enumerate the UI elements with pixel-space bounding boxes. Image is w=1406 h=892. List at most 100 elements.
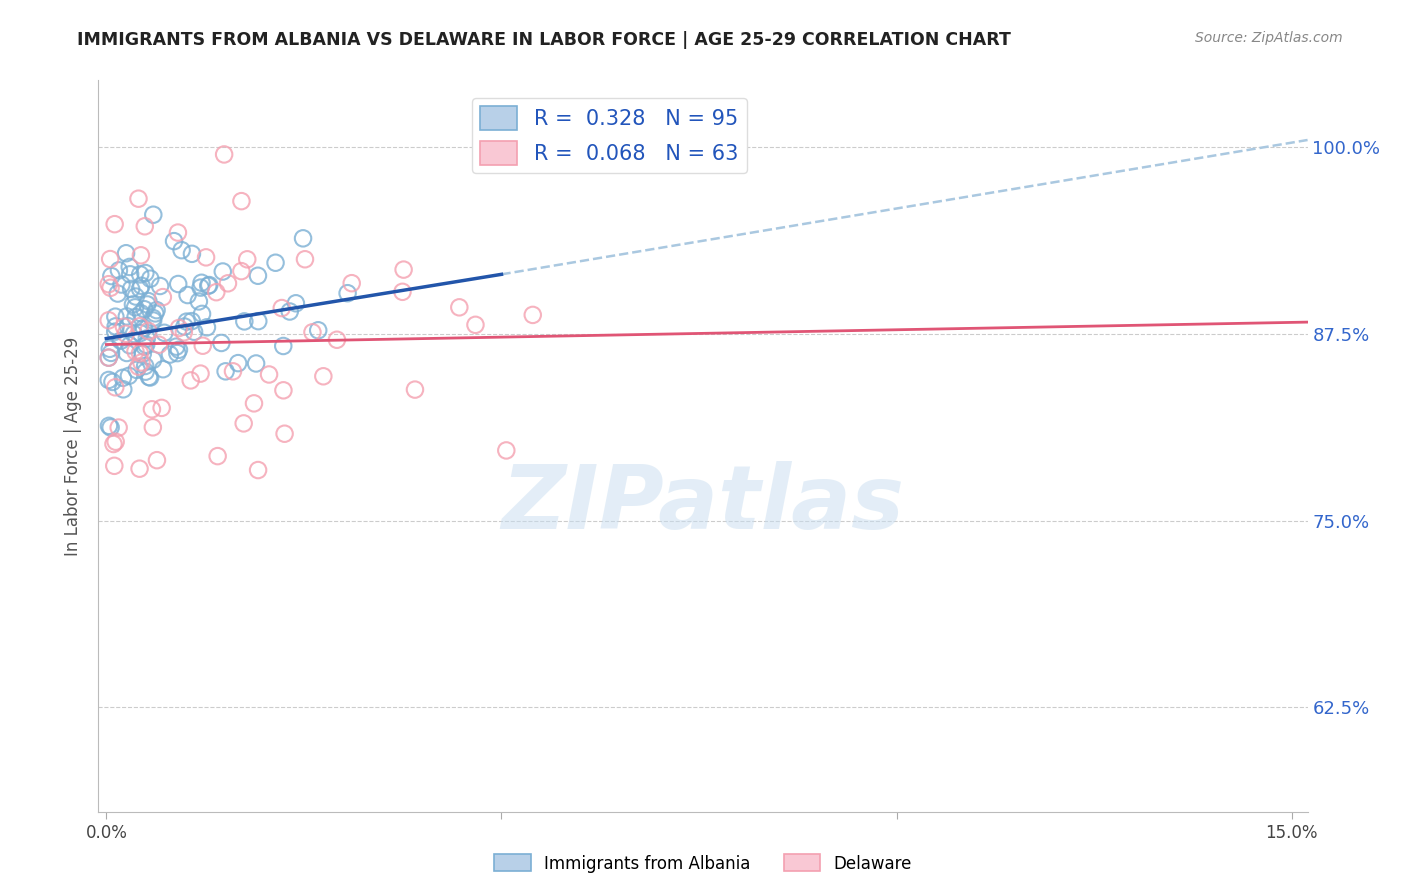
Point xyxy=(142,313,165,327)
Point xyxy=(125,289,148,303)
Point xyxy=(120,268,142,282)
Point xyxy=(187,294,209,309)
Point xyxy=(336,286,359,301)
Point xyxy=(124,310,146,324)
Point xyxy=(142,420,165,434)
Point xyxy=(198,278,221,293)
Point xyxy=(270,301,292,315)
Point xyxy=(522,308,544,322)
Point xyxy=(100,420,122,434)
Point xyxy=(104,319,127,334)
Text: IMMIGRANTS FROM ALBANIA VS DELAWARE IN LABOR FORCE | AGE 25-29 CORRELATION CHART: IMMIGRANTS FROM ALBANIA VS DELAWARE IN L… xyxy=(77,31,1011,49)
Point xyxy=(134,266,156,280)
Point xyxy=(212,147,235,161)
Point xyxy=(165,340,187,354)
Point xyxy=(110,334,132,348)
Point xyxy=(495,443,517,458)
Point xyxy=(115,246,138,260)
Point xyxy=(236,252,259,267)
Point xyxy=(273,426,295,441)
Point xyxy=(190,280,212,294)
Point xyxy=(97,351,120,365)
Point xyxy=(112,382,135,396)
Point xyxy=(139,370,162,384)
Point xyxy=(118,260,141,274)
Point xyxy=(134,339,156,353)
Point xyxy=(246,268,269,283)
Point xyxy=(136,297,159,311)
Point xyxy=(153,326,176,340)
Point xyxy=(292,231,315,245)
Point xyxy=(107,420,129,434)
Point xyxy=(183,325,205,339)
Point xyxy=(118,338,141,352)
Point xyxy=(98,342,121,356)
Point xyxy=(173,319,195,334)
Point xyxy=(205,285,228,300)
Point xyxy=(245,356,267,370)
Point xyxy=(129,248,152,262)
Point xyxy=(301,326,323,340)
Point xyxy=(129,346,152,360)
Point xyxy=(190,276,212,290)
Point xyxy=(118,368,141,383)
Point xyxy=(134,359,156,373)
Point xyxy=(152,290,174,304)
Point xyxy=(214,364,236,378)
Point xyxy=(167,343,190,357)
Point xyxy=(97,277,120,292)
Point xyxy=(143,306,166,320)
Point xyxy=(209,335,232,350)
Point xyxy=(180,314,202,328)
Legend: Immigrants from Albania, Delaware: Immigrants from Albania, Delaware xyxy=(488,847,918,880)
Point xyxy=(128,461,150,475)
Point xyxy=(226,356,249,370)
Point xyxy=(167,321,190,335)
Point xyxy=(97,313,120,327)
Point xyxy=(195,251,218,265)
Point xyxy=(170,243,193,257)
Point xyxy=(110,277,132,292)
Point xyxy=(100,269,122,284)
Y-axis label: In Labor Force | Age 25-29: In Labor Force | Age 25-29 xyxy=(65,336,83,556)
Point xyxy=(247,463,270,477)
Point xyxy=(128,319,150,334)
Point xyxy=(191,339,214,353)
Text: ZIPatlas: ZIPatlas xyxy=(502,461,904,548)
Point xyxy=(115,346,138,360)
Point xyxy=(104,217,127,231)
Point xyxy=(117,318,139,333)
Legend: R =  0.328   N = 95, R =  0.068   N = 63: R = 0.328 N = 95, R = 0.068 N = 63 xyxy=(471,98,747,173)
Point xyxy=(159,347,181,361)
Text: Source: ZipAtlas.com: Source: ZipAtlas.com xyxy=(1195,31,1343,45)
Point xyxy=(176,288,198,302)
Point xyxy=(129,268,152,282)
Point xyxy=(115,310,138,324)
Point xyxy=(146,453,169,467)
Point xyxy=(222,364,245,378)
Point xyxy=(112,319,135,334)
Point xyxy=(135,337,157,351)
Point xyxy=(326,333,349,347)
Point xyxy=(107,286,129,301)
Point xyxy=(307,323,329,337)
Point xyxy=(167,277,190,291)
Point xyxy=(449,301,471,315)
Point xyxy=(135,331,157,345)
Point xyxy=(122,297,145,311)
Point xyxy=(142,352,165,367)
Point xyxy=(131,355,153,369)
Point xyxy=(247,314,270,328)
Point xyxy=(142,208,165,222)
Point xyxy=(273,384,295,398)
Point xyxy=(127,359,149,374)
Point xyxy=(284,296,307,310)
Point xyxy=(278,304,301,318)
Point xyxy=(138,370,160,384)
Point xyxy=(243,396,266,410)
Point xyxy=(231,264,253,278)
Point xyxy=(173,326,195,340)
Point xyxy=(464,318,486,332)
Point xyxy=(197,278,219,293)
Point xyxy=(232,417,254,431)
